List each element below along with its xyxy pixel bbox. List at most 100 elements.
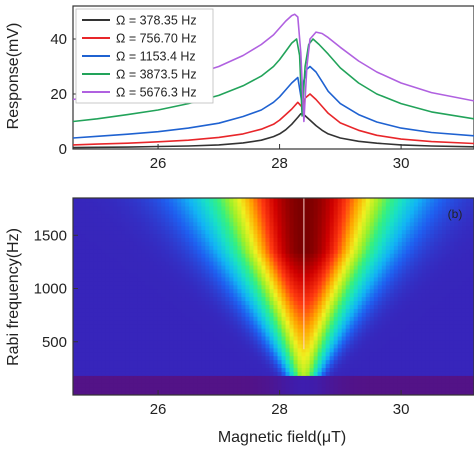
- heatmap-cell: [337, 217, 343, 223]
- heatmap-cell: [141, 383, 146, 388]
- heatmap-cell: [421, 268, 427, 274]
- heatmap-cell: [129, 261, 134, 266]
- heatmap-cell: [297, 249, 303, 254]
- heatmap-cell: [409, 261, 415, 266]
- heatmap-cell: [465, 241, 471, 246]
- heatmap-cell: [381, 237, 387, 242]
- heatmap-cell: [405, 280, 411, 286]
- heatmap-cell: [101, 375, 106, 380]
- heatmap-cell: [373, 292, 379, 298]
- heatmap-cell: [249, 272, 255, 278]
- heatmap-cell: [81, 245, 86, 250]
- heatmap-cell: [157, 268, 162, 274]
- heatmap-cell: [229, 209, 234, 215]
- heatmap-cell: [361, 339, 367, 345]
- heatmap-cell: [137, 261, 142, 266]
- heatmap-cell: [385, 280, 391, 286]
- heatmap-cell: [197, 363, 202, 369]
- heatmap-cell: [157, 331, 162, 337]
- heatmap-cell: [445, 335, 451, 341]
- heatmap-cell: [393, 312, 399, 317]
- heatmap-cell: [421, 229, 427, 235]
- heatmap-cell: [285, 387, 291, 392]
- heatmap-cell: [133, 261, 138, 266]
- heatmap-cell: [181, 225, 186, 231]
- heatmap-cell: [113, 225, 118, 231]
- heatmap-cell: [117, 300, 122, 305]
- heatmap-cell: [313, 367, 319, 372]
- heatmap-cell: [373, 328, 379, 333]
- heatmap-cell: [153, 284, 158, 290]
- heatmap-cell: [233, 335, 239, 341]
- heatmap-cell: [333, 249, 339, 254]
- heatmap-cell: [205, 367, 210, 372]
- heatmap-cell: [197, 225, 202, 231]
- heatmap-cell: [437, 213, 443, 219]
- heatmap-cell: [441, 268, 447, 274]
- heatmap-cell: [337, 391, 343, 395]
- heatmap-cell: [113, 217, 118, 223]
- heatmap-cell: [269, 363, 275, 369]
- heatmap-cell: [257, 217, 263, 223]
- heatmap-cell: [377, 339, 383, 345]
- heatmap-cell: [285, 339, 291, 345]
- heatmap-cell: [437, 225, 443, 231]
- heatmap-cell: [109, 343, 114, 349]
- heatmap-cell: [221, 233, 226, 238]
- heatmap-cell: [157, 198, 162, 203]
- heatmap-cell: [165, 312, 170, 317]
- heatmap-cell: [397, 217, 403, 223]
- heatmap-cell: [389, 300, 395, 305]
- heatmap-cell: [401, 367, 407, 372]
- heatmap-cell: [349, 371, 355, 376]
- heatmap-cell: [461, 268, 467, 274]
- heatmap-cell: [441, 261, 447, 266]
- heatmap-cell: [277, 335, 283, 341]
- heatmap-cell: [85, 205, 90, 211]
- heatmap-cell: [437, 300, 443, 305]
- heatmap-cell: [133, 312, 138, 317]
- heatmap-cell: [345, 237, 351, 242]
- heatmap-cell: [201, 261, 206, 266]
- heatmap-cell: [369, 245, 375, 250]
- heatmap-cell: [461, 213, 467, 219]
- heatmap-cell: [413, 312, 419, 317]
- heatmap-cell: [441, 284, 447, 290]
- heatmap-cell: [373, 245, 379, 250]
- heatmap-cell: [405, 335, 411, 341]
- heatmap-cell: [361, 347, 367, 353]
- heatmap-cell: [397, 276, 403, 282]
- heatmap-cell: [193, 237, 198, 242]
- heatmap-cell: [457, 268, 463, 274]
- heatmap-cell: [361, 201, 367, 207]
- heatmap-cell: [201, 355, 206, 361]
- heatmap-cell: [81, 241, 86, 246]
- heatmap-cell: [73, 328, 78, 333]
- heatmap-cell: [77, 264, 82, 270]
- heatmap-cell: [249, 253, 255, 258]
- heatmap-cell: [141, 367, 146, 372]
- heatmap-cell: [297, 371, 303, 376]
- heatmap-cell: [373, 249, 379, 254]
- heatmap-cell: [125, 367, 130, 372]
- heatmap-cell: [101, 355, 106, 361]
- series-line: [72, 113, 474, 149]
- heatmap-cell: [85, 276, 90, 282]
- heatmap-cell: [185, 241, 190, 246]
- heatmap-cell: [345, 320, 351, 325]
- heatmap-cell: [429, 371, 435, 376]
- heatmap-cell: [329, 253, 335, 258]
- heatmap-cell: [193, 343, 198, 349]
- heatmap-cell: [225, 209, 230, 215]
- heatmap-cell: [241, 355, 247, 361]
- heatmap-cell: [269, 387, 275, 392]
- heatmap-cell: [189, 237, 194, 242]
- heatmap-cell: [393, 201, 399, 207]
- heatmap-cell: [249, 249, 255, 254]
- heatmap-cell: [373, 201, 379, 207]
- heatmap-cell: [117, 241, 122, 246]
- heatmap-cell: [189, 363, 194, 369]
- heatmap-cell: [433, 316, 439, 321]
- heatmap-cell: [321, 292, 327, 298]
- heatmap-cell: [317, 241, 323, 246]
